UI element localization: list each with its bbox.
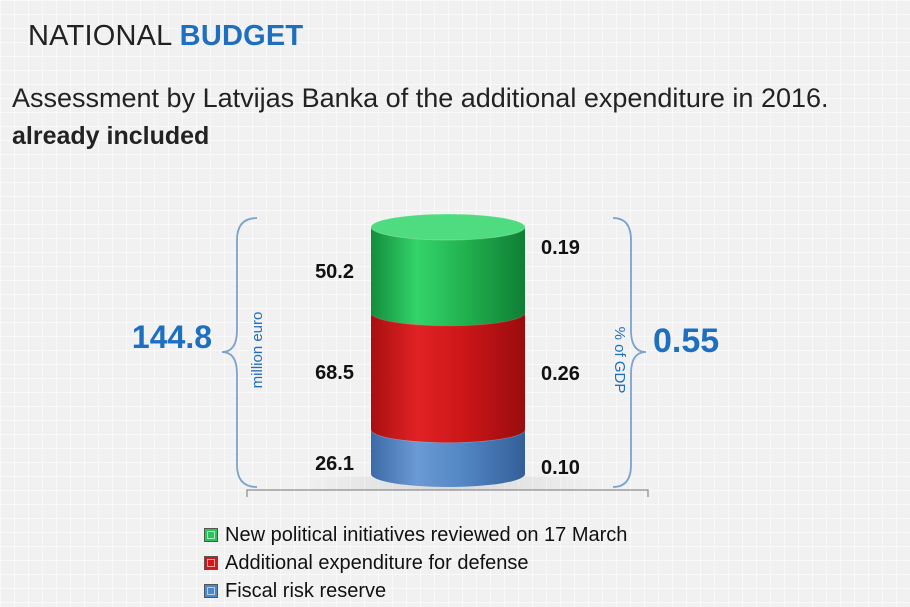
legend-label-defense: Additional expenditure for defense xyxy=(225,551,529,574)
value-label-initiatives: 50.2 xyxy=(315,261,354,283)
right-bracket xyxy=(612,217,647,488)
value-label-defense: 68.5 xyxy=(315,362,354,384)
bar-body-initiatives xyxy=(371,227,525,326)
chart-legend: New political initiatives reviewed on 17… xyxy=(204,521,627,605)
floor-line xyxy=(246,489,649,497)
legend-item-defense: Additional expenditure for defense xyxy=(204,549,627,577)
bar-body-defense xyxy=(371,312,525,443)
left-bracket xyxy=(221,217,258,488)
gdp-label-defense: 0.26 xyxy=(541,363,580,385)
gdp-label-initiatives: 0.19 xyxy=(541,237,580,259)
bar-segment-initiatives xyxy=(370,213,526,326)
unit-percent-gdp: % of GDP xyxy=(611,327,628,394)
chart-bars xyxy=(370,213,526,487)
title-accent: BUDGET xyxy=(179,20,304,52)
total-gdp: 0.55 xyxy=(653,322,719,360)
legend-label-fiscal-reserve: Fiscal risk reserve xyxy=(225,579,387,602)
gdp-label-fiscal-reserve: 0.10 xyxy=(541,457,580,479)
total-million-euro: 144.8 xyxy=(132,319,212,355)
blue-square-icon xyxy=(204,584,218,598)
green-square-icon xyxy=(204,528,218,542)
unit-million-euro: million euro xyxy=(249,312,266,389)
value-label-fiscal-reserve: 26.1 xyxy=(315,453,354,475)
bar-top-initiatives xyxy=(370,213,526,241)
red-square-icon xyxy=(204,556,218,570)
subtitle-bold: already included xyxy=(12,122,210,150)
chart-labels: 26.1 0.10 68.5 0.26 50.2 0.19 xyxy=(315,237,580,479)
title-plain: NATIONAL xyxy=(28,20,172,52)
chart-brackets: 144.8 0.55 million euro % of GDP xyxy=(132,217,719,488)
subtitle: Assessment by Latvijas Banka of the addi… xyxy=(12,83,829,113)
bar-body-fiscal-reserve xyxy=(371,429,525,487)
legend-item-initiatives: New political initiatives reviewed on 17… xyxy=(204,521,627,549)
legend-item-fiscal-reserve: Fiscal risk reserve xyxy=(204,577,627,605)
legend-label-initiatives: New political initiatives reviewed on 17… xyxy=(225,523,628,546)
page-title: NATIONAL BUDGET xyxy=(28,20,303,53)
